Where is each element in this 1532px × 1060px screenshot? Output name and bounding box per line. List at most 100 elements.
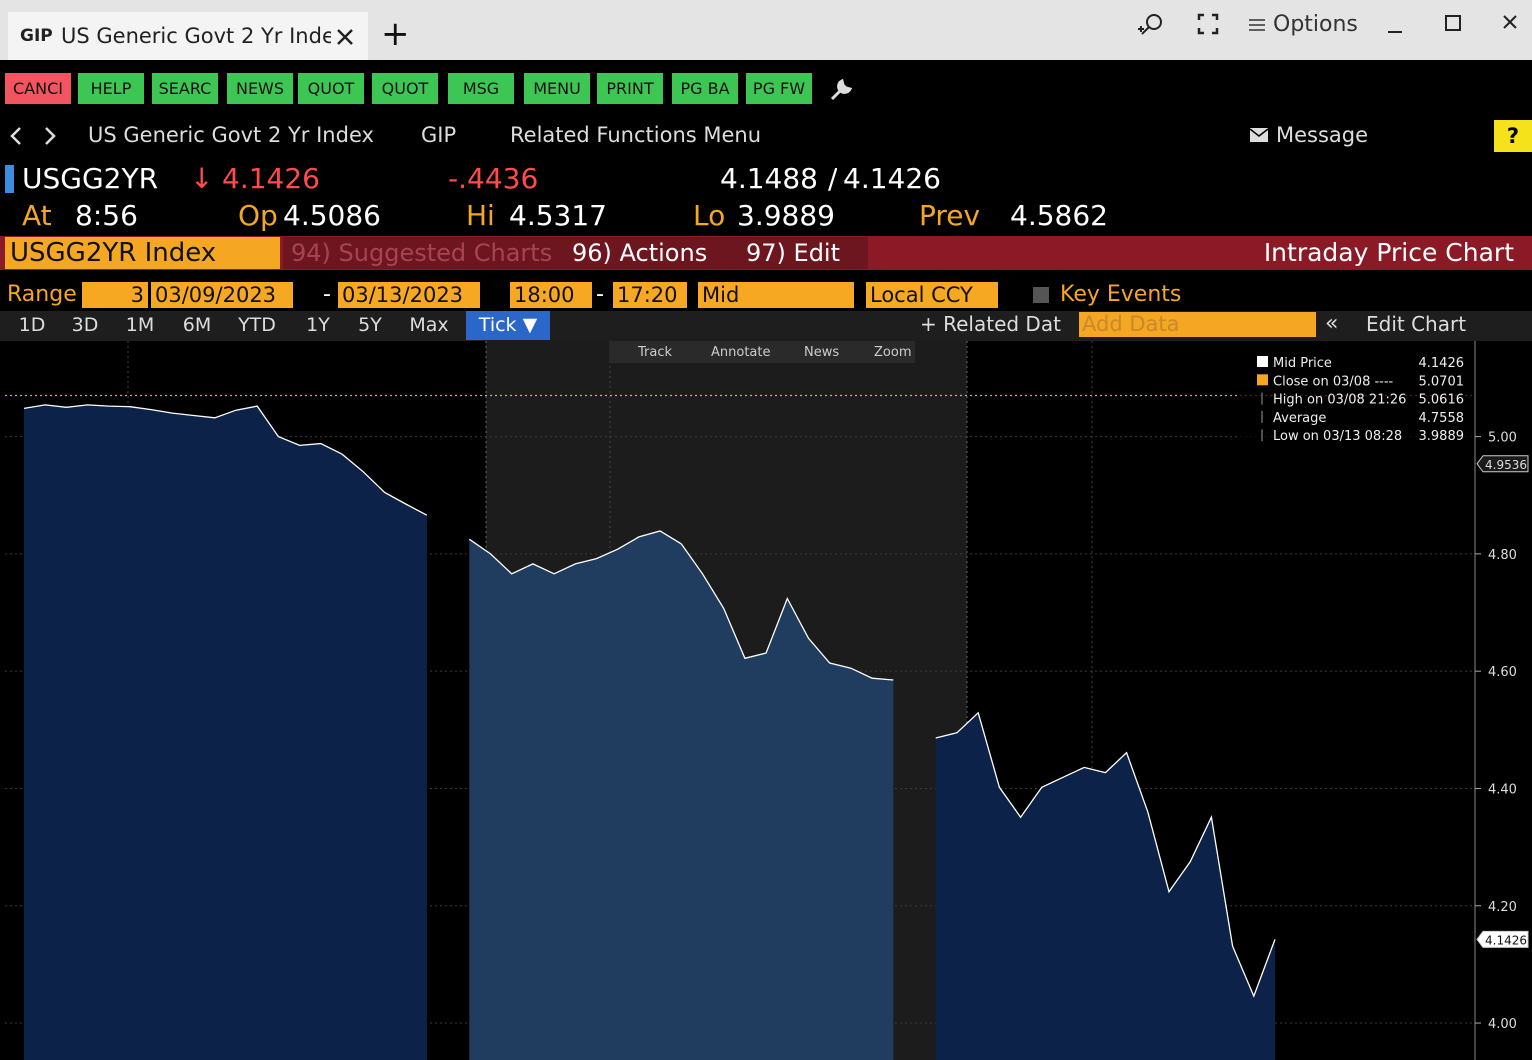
nav-function[interactable]: GIP: [421, 123, 457, 147]
screen-title: Intraday Price Chart: [1263, 238, 1514, 267]
period-button[interactable]: 3D: [71, 314, 99, 336]
range-days[interactable]: 3: [82, 282, 148, 308]
expand-icon[interactable]: [1197, 13, 1219, 35]
legend-swatch: [1257, 374, 1268, 386]
period-button[interactable]: YTD: [238, 314, 276, 336]
price-tag: [1476, 930, 1529, 948]
open: 4.5086: [283, 199, 381, 232]
track[interactable]: Track: [637, 345, 672, 360]
related-data[interactable]: + Related Dat: [920, 312, 1061, 336]
chart: 4.00 4.20 4.40 4.60 4.80 5.00 4.9536 4.1426 Mid …: [5, 341, 1529, 1060]
security-box[interactable]: USGG2YR Index: [5, 237, 280, 269]
from-time[interactable]: 18:00: [510, 282, 592, 308]
range-label: Range: [7, 282, 77, 307]
high: 4.5317: [509, 199, 607, 232]
area-fill: [469, 531, 894, 1060]
direction: ↓: [190, 162, 214, 195]
period-button[interactable]: 5Y: [358, 314, 382, 336]
edit-menu[interactable]: 97) Edit: [738, 237, 868, 269]
annotate[interactable]: Annotate: [711, 345, 770, 360]
key-events-label: Key Events: [1060, 282, 1182, 307]
collapse[interactable]: «: [1325, 311, 1339, 336]
bid: 4.1488: [720, 162, 818, 195]
legend-label: Low on 03/13 08:28: [1273, 429, 1402, 444]
prev: 4.5862: [1010, 199, 1108, 232]
to-time[interactable]: 17:20: [613, 282, 687, 308]
nav-security[interactable]: US Generic Govt 2 Yr Index: [88, 123, 374, 147]
toolbar-button[interactable]: MENU: [524, 73, 590, 104]
legend-value: 5.0616: [1419, 393, 1465, 408]
y-tick-label: 4.40: [1488, 782, 1517, 797]
at-label: At: [22, 199, 52, 232]
edit-chart[interactable]: Edit Chart: [1366, 312, 1467, 336]
period-button[interactable]: Max: [409, 314, 449, 336]
low-label: Lo: [693, 199, 726, 232]
help-button[interactable]: ?: [1494, 120, 1532, 152]
legend-label: Average: [1273, 411, 1326, 426]
window-controls[interactable]: [1380, 10, 1530, 40]
search-icon[interactable]: [1137, 12, 1167, 38]
legend-label: High on 03/08 21:26: [1273, 393, 1406, 408]
area-fill: [24, 404, 427, 1060]
period-button[interactable]: 1M: [125, 314, 155, 336]
nav-arrows[interactable]: [6, 125, 66, 147]
bid-ask-separator: /: [828, 162, 838, 195]
price-tag-label: 4.9536: [1485, 458, 1527, 472]
y-tick-label: 5.00: [1488, 431, 1517, 446]
y-tick-label: 4.60: [1488, 665, 1517, 680]
actions-menu[interactable]: 96) Actions: [564, 237, 738, 269]
price-line: [23, 404, 1276, 998]
add-data[interactable]: Add Data: [1079, 312, 1316, 337]
toolbar-button[interactable]: PG FW: [746, 73, 812, 104]
toolbar-button[interactable]: QUOT: [372, 73, 438, 104]
toolbar-button[interactable]: QUOT: [298, 73, 364, 104]
tab-title: US Generic Govt 2 Yr Inde: [61, 24, 331, 48]
field-select[interactable]: Mid: [698, 282, 854, 308]
ask: 4.1426: [843, 162, 941, 195]
chart-toolbar: Track Annotate News Zoom: [609, 341, 915, 363]
time: 8:56: [75, 199, 138, 232]
nav-related[interactable]: Related Functions Menu: [510, 123, 762, 147]
options[interactable]: Options: [1273, 12, 1358, 37]
toolbar-button[interactable]: PG BA: [672, 73, 738, 104]
toolbar-button[interactable]: MSG: [448, 73, 514, 104]
new-tab[interactable]: +: [381, 14, 410, 54]
period-button[interactable]: Tick ▼: [466, 311, 550, 340]
price-tag-label: 4.1426: [1485, 933, 1527, 947]
start-date[interactable]: 03/09/2023: [151, 282, 293, 308]
legend-value: 4.7558: [1419, 411, 1465, 426]
y-tick-label: 4.20: [1488, 900, 1517, 915]
period-button[interactable]: 6M: [182, 314, 212, 336]
legend-value: 3.9889: [1419, 429, 1465, 444]
toolbar-button[interactable]: SEARC: [152, 73, 218, 104]
nav-message[interactable]: Message: [1276, 123, 1369, 147]
currency-select[interactable]: Local CCY: [866, 282, 998, 308]
legend-box: [1240, 351, 1472, 447]
y-tick-label: 4.80: [1488, 548, 1517, 563]
menu-icon[interactable]: [1249, 18, 1265, 32]
toolbar-button[interactable]: HELP: [78, 73, 144, 104]
tab[interactable]: [8, 12, 368, 60]
period-button[interactable]: 1D: [18, 314, 46, 336]
end-date[interactable]: 03/13/2023: [338, 282, 480, 308]
prev-label: Prev: [919, 199, 981, 232]
y-tick-label: 4.00: [1488, 1017, 1517, 1032]
legend-value: 5.0701: [1419, 374, 1465, 389]
toolbar-button[interactable]: CANCI: [5, 73, 71, 104]
price-tag: [1476, 455, 1529, 473]
key-events-checkbox[interactable]: [1033, 287, 1049, 303]
legend-label: Close on 03/08 ----: [1273, 374, 1394, 389]
toolbar-button[interactable]: PRINT: [597, 73, 663, 104]
legend-label: Mid Price: [1273, 356, 1332, 371]
suggested-charts[interactable]: 94) Suggested Charts: [283, 237, 566, 269]
zoom[interactable]: Zoom: [874, 345, 911, 360]
period-button[interactable]: 1Y: [306, 314, 330, 336]
area-fill: [935, 712, 1275, 1060]
toolbar-button[interactable]: NEWS: [227, 73, 293, 104]
close-tab[interactable]: [336, 28, 354, 46]
legend-swatch: [1257, 356, 1268, 367]
settings-icon[interactable]: [828, 77, 854, 103]
legend-value: 4.1426: [1419, 356, 1465, 371]
news[interactable]: News: [804, 345, 839, 360]
